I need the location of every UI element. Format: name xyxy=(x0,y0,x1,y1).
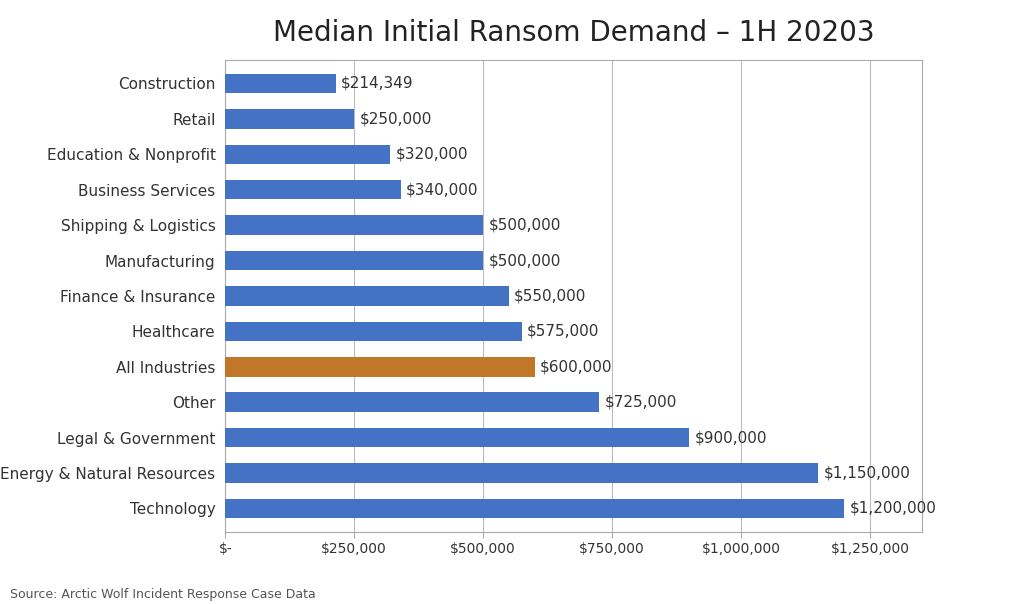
Bar xyxy=(225,322,522,341)
Bar xyxy=(225,428,689,448)
Bar xyxy=(225,251,483,270)
Text: $320,000: $320,000 xyxy=(395,147,468,162)
Bar xyxy=(225,109,354,129)
Text: $340,000: $340,000 xyxy=(406,182,478,197)
Text: Source: Arctic Wolf Incident Response Case Data: Source: Arctic Wolf Incident Response Ca… xyxy=(10,588,316,601)
Bar xyxy=(225,499,844,518)
Text: $900,000: $900,000 xyxy=(694,430,767,445)
Text: $500,000: $500,000 xyxy=(488,217,561,233)
Text: $250,000: $250,000 xyxy=(359,111,432,126)
Text: $500,000: $500,000 xyxy=(488,253,561,268)
Bar xyxy=(225,216,483,235)
Text: $550,000: $550,000 xyxy=(514,289,587,303)
Text: $600,000: $600,000 xyxy=(540,359,612,374)
Bar xyxy=(225,180,400,199)
Bar xyxy=(225,463,818,483)
Bar xyxy=(225,74,336,93)
Text: $1,200,000: $1,200,000 xyxy=(849,501,936,516)
Bar xyxy=(225,286,509,306)
Bar xyxy=(225,144,390,164)
Bar xyxy=(225,357,535,376)
Text: $575,000: $575,000 xyxy=(527,324,599,339)
Bar xyxy=(225,393,599,412)
Text: $214,349: $214,349 xyxy=(341,76,414,91)
Title: Median Initial Ransom Demand – 1H 20203: Median Initial Ransom Demand – 1H 20203 xyxy=(272,19,874,47)
Text: $1,150,000: $1,150,000 xyxy=(823,466,910,481)
Text: $725,000: $725,000 xyxy=(604,395,677,410)
